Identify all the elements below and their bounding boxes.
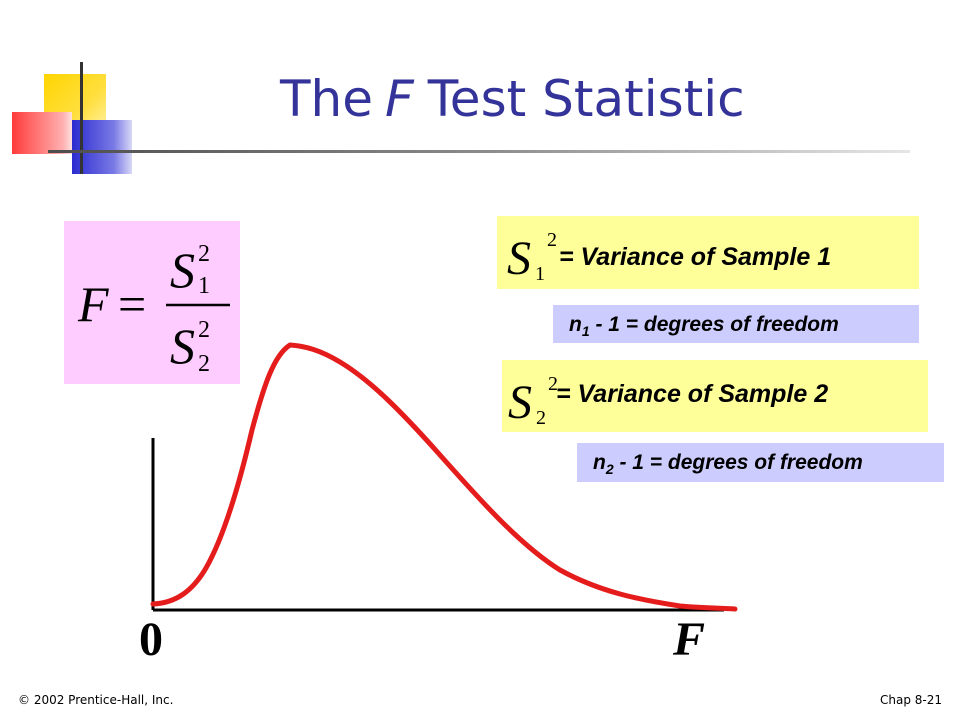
footer-page: Chap 8-21 [880,693,943,707]
origin-label: 0 [139,613,163,666]
sample2-sub: 2 [536,407,546,429]
slide-title: The F Test Statistic [280,70,800,128]
num-sup: 2 [198,241,210,267]
sample1-var: S [507,232,531,285]
sample1-sub: 1 [535,263,545,285]
title-f: F [385,70,414,128]
x-axis-label: F [673,613,706,666]
decor-vertical-line [80,62,83,174]
df2-var: n [593,451,606,474]
df1-sub: 1 [581,323,590,340]
title-rule [48,150,910,153]
sample1-sup: 2 [547,229,557,251]
sample2-var: S [508,376,532,429]
den-sub: 2 [198,351,210,377]
sample2-label: = Variance of Sample 2 [556,380,829,408]
sample1-box: S 1 2 = Variance of Sample 1 [497,216,919,289]
footer-copyright: © 2002 Prentice-Hall, Inc. [18,693,174,707]
df2-box: n2 - 1 = degrees of freedom [577,443,944,482]
f-curve [150,342,738,612]
sample1-symbol: S 1 2 [507,229,557,285]
df1-var: n [569,313,582,336]
sample2-sup: 2 [548,373,558,395]
den-sup: 2 [198,317,210,343]
df1-label: n1 - 1 = degrees of freedom [569,313,839,339]
df1-box: n1 - 1 = degrees of freedom [553,305,919,343]
title-post: Test Statistic [427,70,745,128]
sample2-box: S 2 2 = Variance of Sample 2 [502,360,928,432]
df1-text: - 1 = degrees of freedom [595,313,839,336]
formula-box: F = S 1 2 S 2 2 [64,221,240,384]
title-pre: The [280,70,373,128]
sample2-symbol: S 2 2 [508,373,558,429]
df2-sub: 2 [605,461,614,478]
den-var: S [170,318,195,374]
f-formula: F = S 1 2 S 2 2 [77,241,230,377]
df2-label: n2 - 1 = degrees of freedom [593,451,863,477]
formula-equals: = [118,276,146,332]
formula-lhs: F [77,276,109,332]
df2-text: - 1 = degrees of freedom [619,451,863,474]
num-sub: 1 [198,273,210,299]
decor-red-square [12,112,72,154]
sample1-label: = Variance of Sample 1 [559,243,832,271]
num-var: S [170,242,195,298]
